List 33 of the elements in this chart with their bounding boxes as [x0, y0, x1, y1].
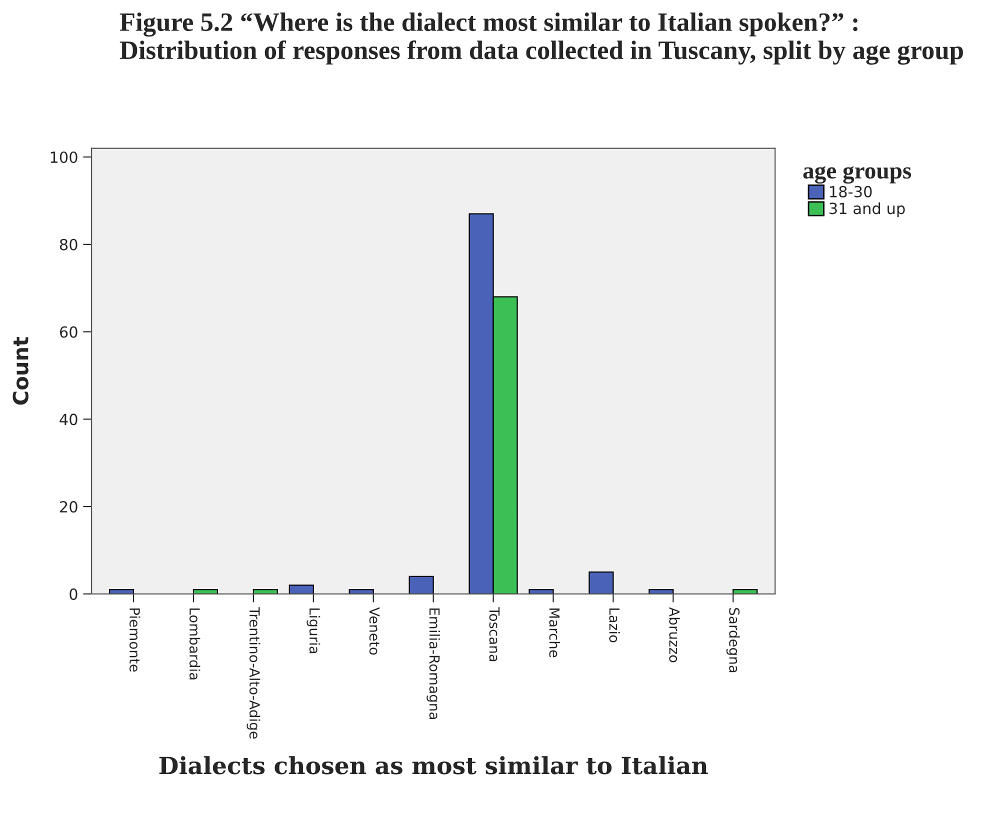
x-tick-label: Marche [549, 608, 560, 658]
legend-label: 31 and up [830, 202, 905, 218]
bar [648, 589, 674, 594]
bar [252, 589, 278, 594]
bar [348, 589, 374, 594]
x-tick-label: Lazio [609, 608, 620, 642]
y-tick-label: 100 [50, 151, 78, 164]
bar [528, 589, 554, 594]
bar [588, 572, 614, 594]
y-tick-label: 40 [60, 414, 78, 426]
y-tick-label: 60 [60, 326, 78, 338]
y-axis-title: Count [12, 336, 28, 405]
x-tick-label: Liguria [306, 608, 320, 654]
bar [108, 589, 134, 594]
bar [288, 584, 314, 594]
legend-label: 18-30 [830, 186, 872, 198]
x-axis-title: Dialects chosen as most similar to Italian [159, 756, 708, 774]
x-tick-label: Lombardia [189, 608, 200, 680]
x-tick-label: Piemonte [129, 608, 140, 672]
y-tick-label: 20 [60, 501, 78, 513]
bar [408, 576, 434, 594]
bar [732, 589, 758, 594]
chart-title: Figure 5.2 “Where is the dialect most similar to Italian spoken?” : Distribution of responses from data collected in Tuscany, split by age group [120, 12, 963, 65]
y-tick-label: 0 [70, 588, 78, 600]
legend-title: age groups [803, 166, 912, 184]
x-tick-label: Emilia-Romagna [426, 608, 440, 719]
x-tick-label: Sardegna [726, 608, 740, 672]
x-tick-label: Veneto [369, 607, 380, 655]
y-tick-label: 80 [60, 238, 78, 250]
bar [192, 589, 218, 594]
x-tick-label: Trentino-Alto-Adige [246, 607, 260, 739]
x-tick-label: Toscana [489, 607, 500, 662]
x-tick-label: Abruzzo [669, 607, 680, 662]
